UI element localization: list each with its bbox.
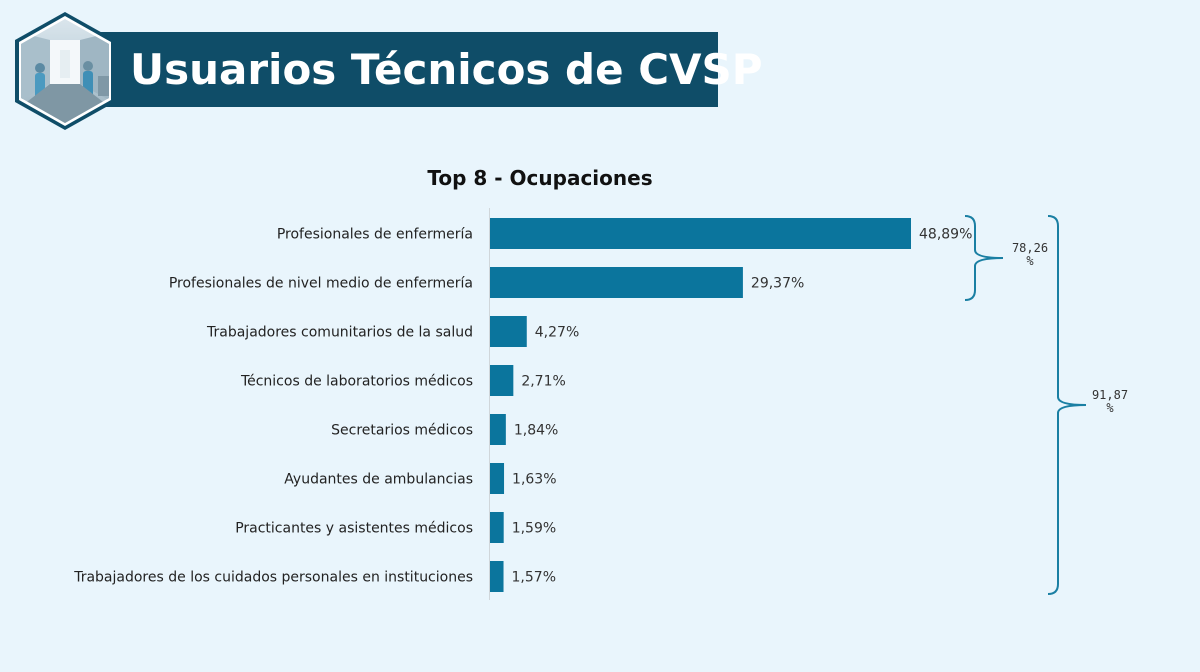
bar-4 [490, 365, 514, 396]
value-label: 48,89% [919, 227, 972, 243]
bar-6 [490, 463, 505, 494]
category-label: Ayudantes de ambulancias [284, 472, 473, 488]
value-label: 29,37% [751, 276, 804, 292]
value-label: 2,71% [521, 374, 565, 390]
brace-top-eight [1047, 215, 1087, 595]
title-bar [62, 32, 718, 107]
bar-3 [490, 316, 527, 347]
brace-top-eight-label: 91,87 [1092, 388, 1128, 402]
bar-1 [490, 218, 911, 249]
value-label: 1,57% [512, 570, 556, 586]
page-title: Usuarios Técnicos de CVSP [130, 45, 763, 94]
bar-8 [490, 561, 504, 592]
category-label: Trabajadores de los cuidados personales … [73, 570, 473, 586]
category-label: Trabajadores comunitarios de la salud [206, 325, 473, 341]
brace-top-eight-label: % [1106, 401, 1114, 415]
value-label: 4,27% [535, 325, 579, 341]
bar-7 [490, 512, 504, 543]
brace-top-two-label: % [1026, 254, 1034, 268]
value-label: 1,84% [514, 423, 558, 439]
category-label: Profesionales de enfermería [277, 227, 473, 243]
category-label: Secretarios médicos [331, 423, 473, 439]
category-label: Practicantes y asistentes médicos [235, 521, 473, 537]
header-photo [15, 12, 115, 130]
value-label: 1,59% [512, 521, 556, 537]
category-label: Técnicos de laboratorios médicos [240, 374, 473, 390]
category-label: Profesionales de nivel medio de enfermer… [169, 276, 473, 292]
brace-top-two [964, 215, 1004, 301]
value-label: 1,63% [512, 472, 556, 488]
chart-title: Top 8 - Ocupaciones [427, 166, 653, 190]
brace-top-two-label: 78,26 [1012, 241, 1048, 255]
bar-5 [490, 414, 506, 445]
bar-2 [490, 267, 743, 298]
